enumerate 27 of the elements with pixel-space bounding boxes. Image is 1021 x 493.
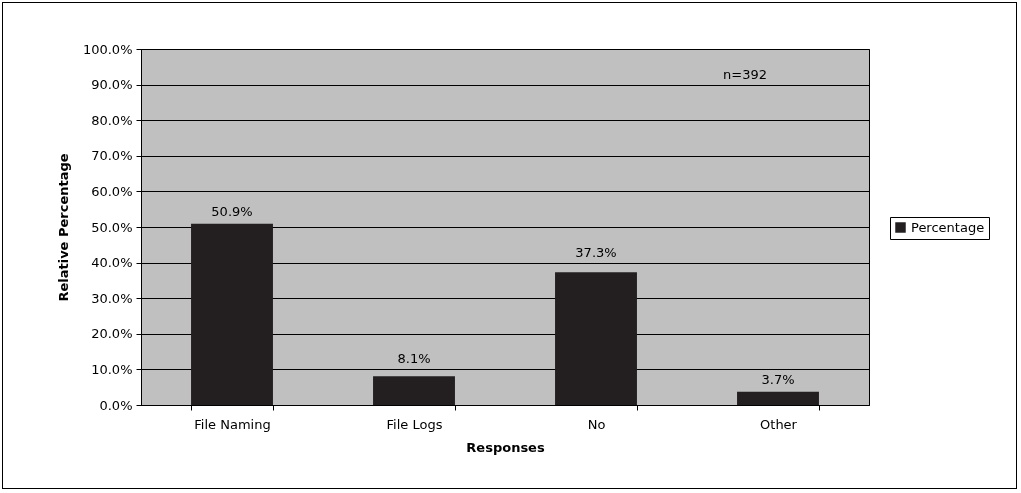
y-tick-label: 20.0% [91,326,133,342]
bar [555,272,637,405]
y-tick-label: 70.0% [91,148,133,164]
x-axis-title: Responses [466,439,545,455]
x-tick-label: File Naming [194,416,271,432]
y-tick-label: 40.0% [91,255,133,271]
y-tick-label: 0.0% [99,397,133,413]
data-label: 50.9% [211,203,253,219]
bar [373,376,455,405]
annotation: n=392 [723,67,767,82]
y-tick-label: 90.0% [91,77,133,93]
data-label: 37.3% [575,244,617,260]
legend-label: Percentage [911,219,985,235]
y-tick-label: 100.0% [82,41,133,57]
y-axis-title: Relative Percentage [55,153,71,302]
x-tick-label: Other [760,416,798,432]
y-tick-label: 10.0% [91,361,133,377]
y-tick-label: 30.0% [91,290,133,306]
x-tick-label: File Logs [386,416,443,432]
y-tick-label: 80.0% [91,112,133,128]
data-label: 3.7% [761,371,795,387]
x-tick-label: No [587,416,606,432]
y-tick-label: 60.0% [91,183,133,199]
bar [191,223,273,405]
bar [737,391,819,405]
y-tick-label: 50.0% [91,219,133,235]
data-label: 8.1% [397,351,431,367]
